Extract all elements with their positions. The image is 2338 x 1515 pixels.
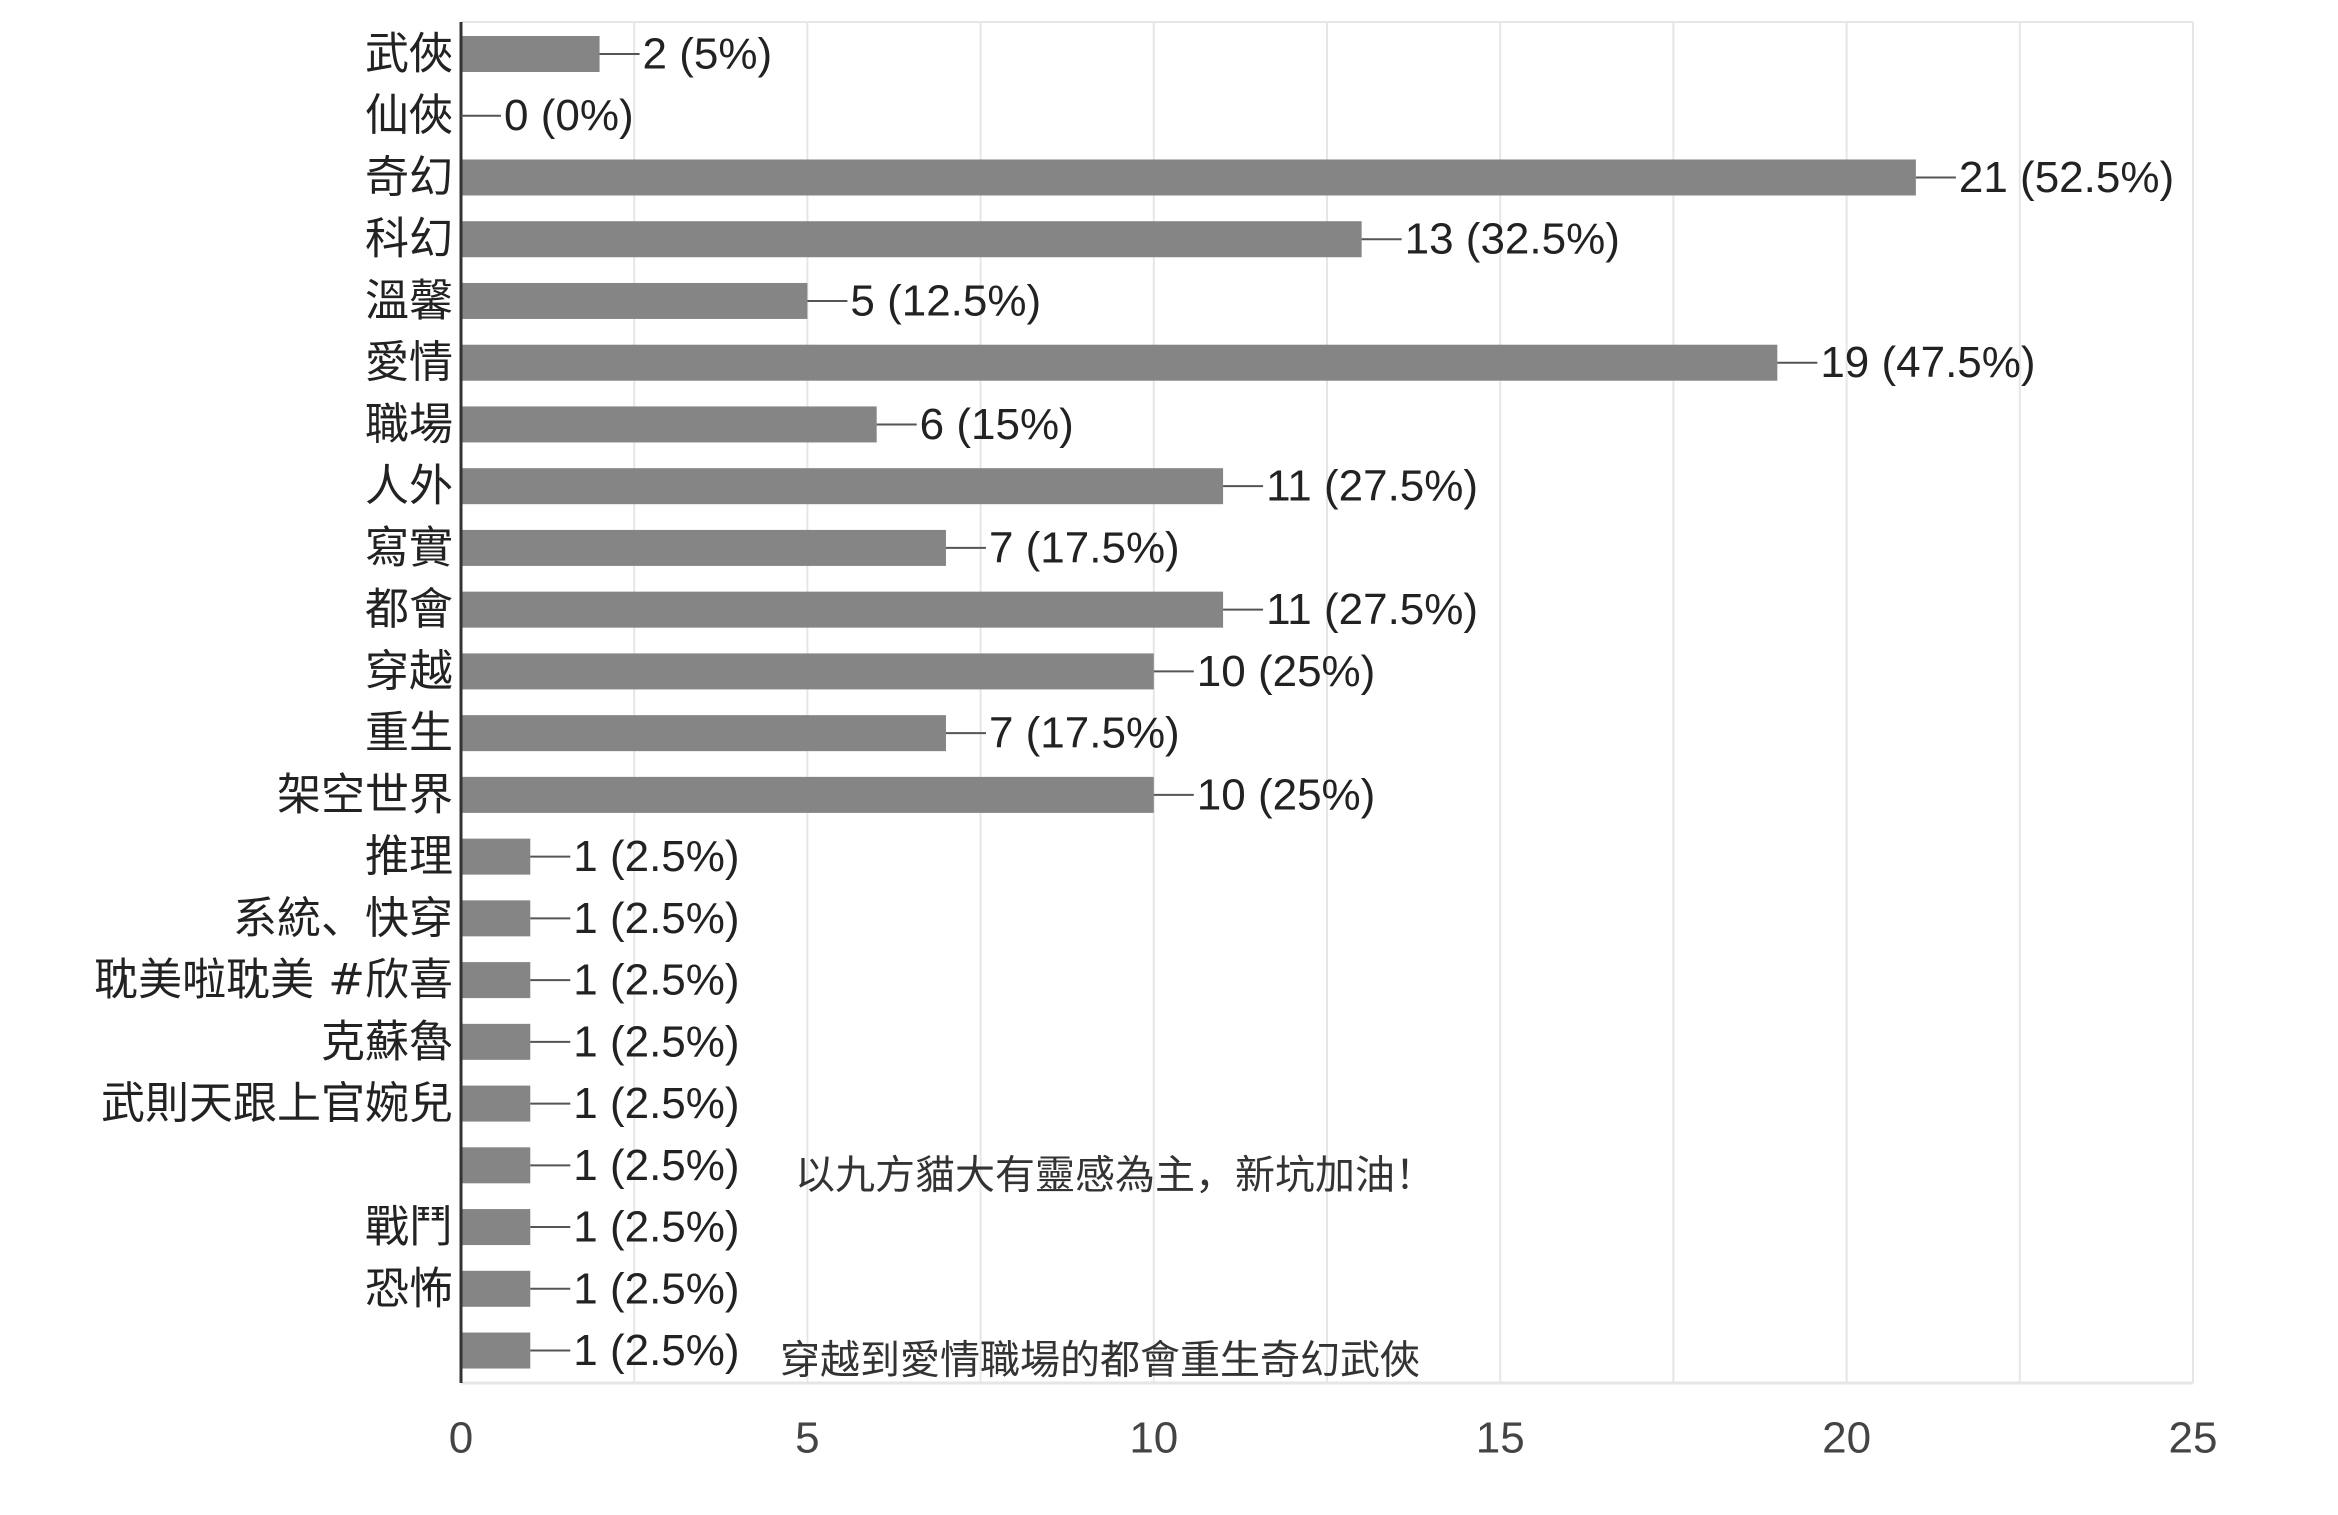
- category-label: 穿越: [365, 646, 453, 697]
- bar: [461, 1085, 531, 1122]
- data-label: 1 (2.5%): [573, 1203, 739, 1252]
- category-label: 愛情: [365, 337, 453, 388]
- bar: [461, 1270, 531, 1307]
- axes: 0 5 10 15 20 25: [449, 22, 2218, 1463]
- bar: [461, 838, 531, 875]
- category-label: 職場: [365, 399, 453, 450]
- data-label: 1 (2.5%): [573, 1141, 739, 1190]
- x-tick-label: 25: [2169, 1414, 2218, 1463]
- bar: [461, 1209, 531, 1246]
- annotation: 穿越到愛情職場的都會重生奇幻武俠: [780, 1338, 1420, 1384]
- data-label: 1 (2.5%): [573, 1326, 739, 1375]
- bar: [461, 900, 531, 937]
- category-label: 奇幻: [365, 152, 453, 203]
- category-label: 克蘇魯: [321, 1016, 453, 1067]
- data-label: 10 (25%): [1197, 647, 1376, 696]
- bar: [461, 591, 1224, 628]
- category-label: 武則天跟上官婉兒: [101, 1078, 453, 1129]
- data-label: 11 (27.5%): [1266, 585, 1478, 634]
- category-label: 科幻: [365, 214, 453, 265]
- data-label: 0 (0%): [504, 91, 634, 140]
- bar: [461, 1147, 531, 1184]
- bar: [461, 282, 808, 319]
- x-tick-label: 15: [1476, 1414, 1525, 1463]
- bar: [461, 468, 1224, 505]
- bar: [461, 1332, 531, 1369]
- category-label: 寫實: [365, 522, 453, 573]
- category-label: 推理: [365, 831, 453, 882]
- bar: [461, 344, 1778, 381]
- x-tick-label: 5: [795, 1414, 819, 1463]
- category-label: 重生: [365, 708, 453, 759]
- annotation: 以九方貓大有靈感為主，新坑加油！: [795, 1152, 1435, 1198]
- bar: [461, 715, 946, 752]
- data-label: 1 (2.5%): [573, 956, 739, 1005]
- category-label: 都會: [365, 584, 453, 635]
- x-tick-label: 20: [1822, 1414, 1871, 1463]
- data-label: 1 (2.5%): [573, 1264, 739, 1313]
- bars: [461, 36, 1916, 1369]
- data-label: 1 (2.5%): [573, 894, 739, 943]
- bar: [461, 653, 1154, 690]
- data-label: 11 (27.5%): [1266, 462, 1478, 511]
- category-label: 武俠: [365, 29, 453, 80]
- data-label: 19 (47.5%): [1820, 338, 2035, 387]
- bar: [461, 529, 946, 566]
- bar: [461, 962, 531, 999]
- category-label: 人外: [365, 461, 453, 512]
- category-label: 恐怖: [365, 1263, 453, 1314]
- data-label: 21 (52.5%): [1959, 153, 2174, 202]
- category-label: 戰鬥: [365, 1202, 453, 1253]
- bar: [461, 406, 877, 443]
- data-label: 2 (5%): [643, 30, 773, 79]
- bar: [461, 776, 1154, 813]
- category-label: 耽美啦耽美 #欣喜: [94, 955, 453, 1006]
- data-label: 1 (2.5%): [573, 1079, 739, 1128]
- x-tick-label: 0: [449, 1414, 473, 1463]
- data-label: 6 (15%): [920, 400, 1074, 449]
- data-label: 7 (17.5%): [989, 709, 1180, 758]
- labels: 2 (5%) 武俠 0 (0%) 仙俠 21 (52.5%) 奇幻 13 (32.5%) 科幻…: [94, 29, 2174, 1384]
- data-label: 10 (25%): [1197, 770, 1376, 819]
- bar: [461, 36, 600, 72]
- data-label: 5 (12.5%): [850, 276, 1041, 325]
- data-label: 13 (32.5%): [1405, 215, 1620, 264]
- category-label: 系統、快穿: [233, 893, 453, 944]
- bar: [461, 159, 1916, 196]
- bar: [461, 1023, 531, 1060]
- bar: [461, 221, 1362, 258]
- data-label: 1 (2.5%): [573, 832, 739, 881]
- data-label: 1 (2.5%): [573, 1017, 739, 1066]
- data-label: 7 (17.5%): [989, 523, 1180, 572]
- category-label: 架空世界: [277, 769, 453, 820]
- category-label: 溫馨: [365, 275, 453, 326]
- x-tick-label: 10: [1129, 1414, 1178, 1463]
- category-label: 仙俠: [365, 90, 453, 141]
